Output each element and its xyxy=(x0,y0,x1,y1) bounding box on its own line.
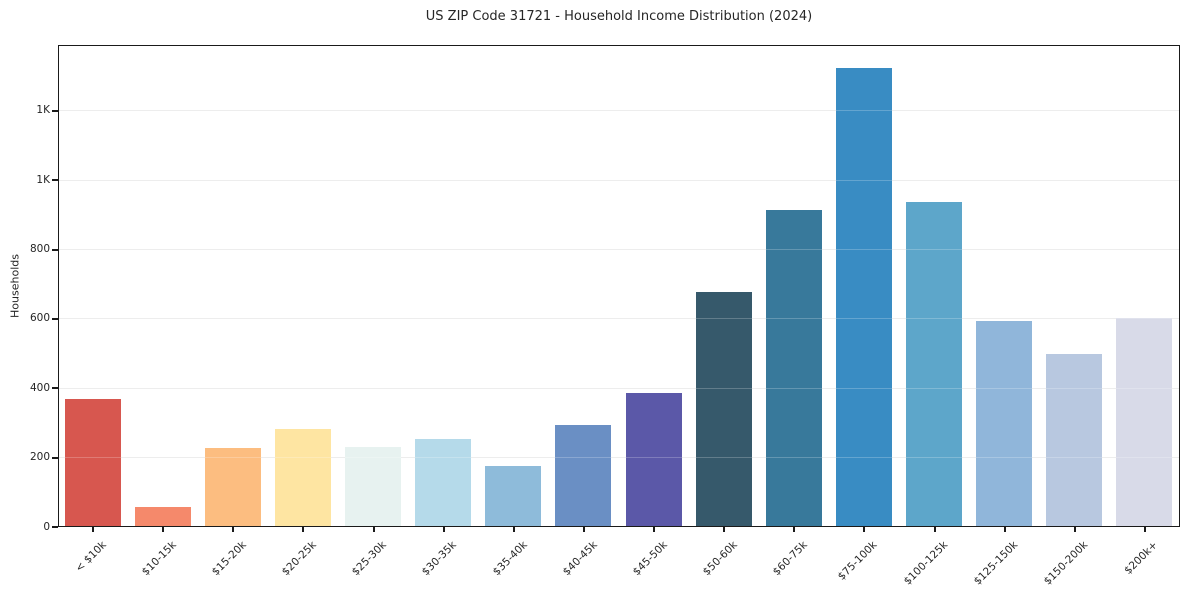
gridline xyxy=(59,249,1179,251)
y-tick-label: 800 xyxy=(29,243,50,256)
gridline-overlay xyxy=(59,387,1179,389)
y-tick-label: 1K xyxy=(36,104,50,117)
bar xyxy=(485,466,542,526)
x-tick-label: $15-20k xyxy=(209,539,249,579)
gridline-overlay xyxy=(59,110,1179,112)
x-tick-mark xyxy=(793,527,796,532)
y-tick-label: 600 xyxy=(29,312,50,325)
y-tick-mark xyxy=(52,456,58,459)
x-tick-mark xyxy=(232,527,235,532)
gridline xyxy=(59,110,1179,112)
bar xyxy=(555,425,612,526)
x-tick-mark xyxy=(162,527,165,532)
x-tick-label: $10-15k xyxy=(139,539,179,579)
y-tick-mark xyxy=(52,387,58,390)
y-tick-label: 0 xyxy=(43,520,50,533)
x-tick-mark xyxy=(512,527,515,532)
y-tick-label: 400 xyxy=(29,381,50,394)
x-tick-mark xyxy=(1003,527,1006,532)
bar xyxy=(625,392,682,526)
gridline xyxy=(59,318,1179,320)
x-tick-label: $125-150k xyxy=(971,539,1021,588)
plot-area xyxy=(58,45,1180,527)
x-tick-label: $75-100k xyxy=(836,539,880,583)
y-axis-label: Households xyxy=(8,254,22,318)
gridline xyxy=(59,457,1179,459)
x-tick-mark xyxy=(1143,527,1146,532)
x-tick-mark xyxy=(1073,527,1076,532)
bar xyxy=(204,447,261,526)
x-tick-label: $35-40k xyxy=(490,539,530,579)
bar xyxy=(765,210,822,526)
y-tick-mark xyxy=(52,248,58,251)
bar xyxy=(695,291,752,526)
x-tick-mark xyxy=(92,527,95,532)
bar xyxy=(345,446,402,526)
x-tick-mark xyxy=(582,527,585,532)
y-tick-mark xyxy=(52,179,58,182)
x-tick-label: $45-50k xyxy=(630,539,670,579)
gridline-overlay xyxy=(59,457,1179,459)
bar xyxy=(274,428,331,526)
x-tick-mark xyxy=(723,527,726,532)
bar xyxy=(64,399,121,526)
x-tick-mark xyxy=(863,527,866,532)
x-tick-mark xyxy=(933,527,936,532)
x-tick-mark xyxy=(442,527,445,532)
bar xyxy=(835,68,892,526)
x-tick-label: $50-60k xyxy=(700,539,740,579)
x-tick-label: $200k+ xyxy=(1122,539,1161,577)
bar xyxy=(1046,353,1103,526)
bar xyxy=(1116,317,1173,526)
bar xyxy=(134,506,191,526)
bar xyxy=(415,439,472,526)
gridline-overlay xyxy=(59,249,1179,251)
x-tick-label: $150-200k xyxy=(1041,539,1091,588)
bar xyxy=(906,201,963,526)
y-tick-mark xyxy=(52,526,58,528)
x-tick-label: $25-30k xyxy=(349,539,390,579)
y-tick-mark xyxy=(52,317,58,320)
x-tick-label: $20-25k xyxy=(279,539,319,579)
x-tick-mark xyxy=(372,527,375,532)
chart-title: US ZIP Code 31721 - Household Income Dis… xyxy=(425,9,813,24)
x-tick-label: $60-75k xyxy=(770,539,810,579)
gridline xyxy=(59,387,1179,389)
y-tick-label: 200 xyxy=(29,451,50,464)
y-tick-mark xyxy=(52,109,58,112)
y-tick-label: 1K xyxy=(36,173,50,186)
x-tick-label: $100-125k xyxy=(901,539,951,588)
bar xyxy=(976,321,1033,526)
x-tick-label: $40-45k xyxy=(560,539,600,579)
gridline xyxy=(59,179,1179,181)
gridline-overlay xyxy=(59,318,1179,320)
x-tick-label: < $10k xyxy=(73,539,109,575)
gridline-overlay xyxy=(59,179,1179,181)
x-tick-label: $30-35k xyxy=(420,539,460,579)
x-tick-mark xyxy=(302,527,305,532)
x-tick-mark xyxy=(653,527,656,532)
